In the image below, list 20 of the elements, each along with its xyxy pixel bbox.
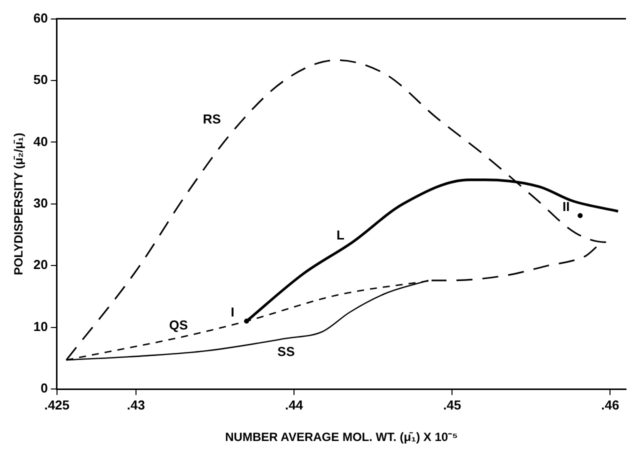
x-tick-label: .44 [284,397,304,412]
annotation: I [230,304,234,320]
y-axis-title: POLYDISPERSITY (μ̄₂/μ̄₁) [12,132,26,276]
x-axis-title: NUMBER AVERAGE MOL. WT. (μ̄₁) X 10⁻⁵ [225,430,458,444]
y-tick-label: 60 [33,10,48,26]
x-tick-label: .46 [601,397,620,412]
series-label: SS [277,344,296,359]
series-label: QS [169,318,188,333]
x-tick-label: .425 [44,397,70,412]
y-tick-label: 20 [33,257,48,272]
y-tick-label: 0 [40,380,48,396]
y-tick-label: 50 [33,72,48,88]
y-tick-label: 30 [33,195,48,210]
x-tick-label: .43 [126,397,145,412]
series-label: L [336,228,345,243]
y-tick-label: 10 [33,318,48,334]
y-tick-label: 40 [33,134,48,149]
series-label: RS [202,111,222,126]
x-tick-label: .45 [443,397,462,412]
annotation: II [562,199,570,214]
